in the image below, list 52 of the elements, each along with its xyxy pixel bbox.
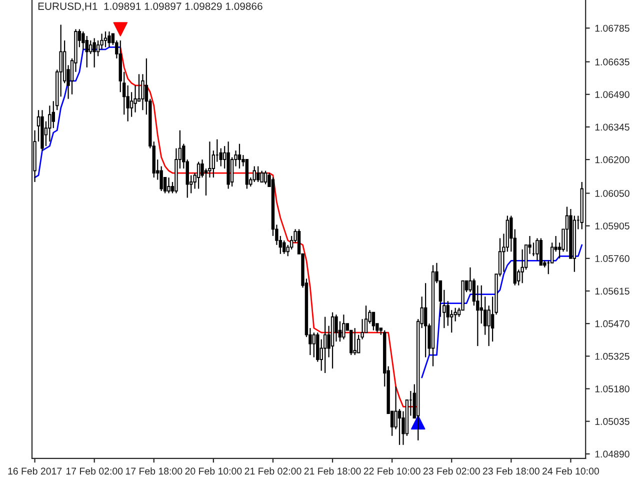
candlestick — [108, 30, 111, 48]
y-tick-label: 1.06490 — [595, 91, 630, 98]
x-tick-label: 16 Feb 2017 — [8, 467, 62, 475]
x-tick-label: 21 Feb 18:00 — [304, 467, 361, 475]
y-tick-label: 1.04890 — [595, 450, 630, 458]
y-tick-label: 1.05760 — [595, 255, 630, 262]
candlestick — [312, 332, 316, 358]
candlestick — [323, 316, 327, 374]
y-tick-label: 1.06785 — [595, 24, 630, 32]
x-tick-label: 24 Feb 10:00 — [542, 467, 599, 475]
y-tick-label: 1.05470 — [595, 320, 630, 328]
candlestick — [48, 105, 52, 142]
candlestick — [398, 408, 402, 446]
candlestick — [134, 84, 137, 113]
candlestick — [238, 143, 242, 170]
x-tick-label: 17 Feb 02:00 — [66, 467, 123, 475]
x-tick-label: 22 Feb 10:00 — [364, 467, 420, 475]
candlestick — [424, 282, 428, 358]
line-series — [120, 46, 419, 408]
candlestick — [260, 170, 264, 183]
candlestick — [167, 176, 170, 194]
candlestick — [353, 328, 356, 356]
candlestick — [196, 161, 200, 190]
candlestick — [520, 248, 524, 284]
candlestick — [256, 166, 260, 183]
y-tick-label: 1.05180 — [595, 385, 630, 392]
y-tick-label: 1.05615 — [595, 288, 630, 295]
y-tick-label: 1.06050 — [595, 190, 630, 197]
y-tick-label: 1.05905 — [595, 222, 630, 230]
candlestick — [92, 38, 96, 68]
candlestick — [104, 30, 108, 48]
y-tick-label: 1.05035 — [595, 418, 630, 425]
candlestick — [252, 166, 256, 183]
y-tick-label: 1.05325 — [595, 352, 630, 360]
candlestick — [219, 148, 222, 167]
candlestick — [372, 312, 376, 331]
candlestick — [334, 314, 338, 342]
x-tick-label: 23 Feb 18:00 — [483, 467, 540, 475]
candlestick — [342, 314, 346, 340]
candlestick — [264, 170, 268, 185]
x-tick-label: 17 Feb 18:00 — [126, 467, 182, 475]
y-tick-label: 1.06345 — [595, 124, 630, 131]
y-tick-label: 1.06635 — [595, 58, 630, 66]
x-tick-label: 23 Feb 02:00 — [423, 467, 480, 475]
candlestick — [536, 238, 539, 262]
x-tick-label: 20 Feb 10:00 — [185, 467, 242, 475]
candlestick — [282, 240, 286, 254]
y-tick-label: 1.06200 — [595, 156, 630, 164]
candlestick — [85, 35, 88, 68]
chart-title: EURUSD,H1 1.09891 1.09897 1.09829 1.09866 — [38, 2, 262, 12]
x-tick-label: 21 Feb 02:00 — [244, 467, 302, 475]
candlestick — [89, 40, 92, 54]
